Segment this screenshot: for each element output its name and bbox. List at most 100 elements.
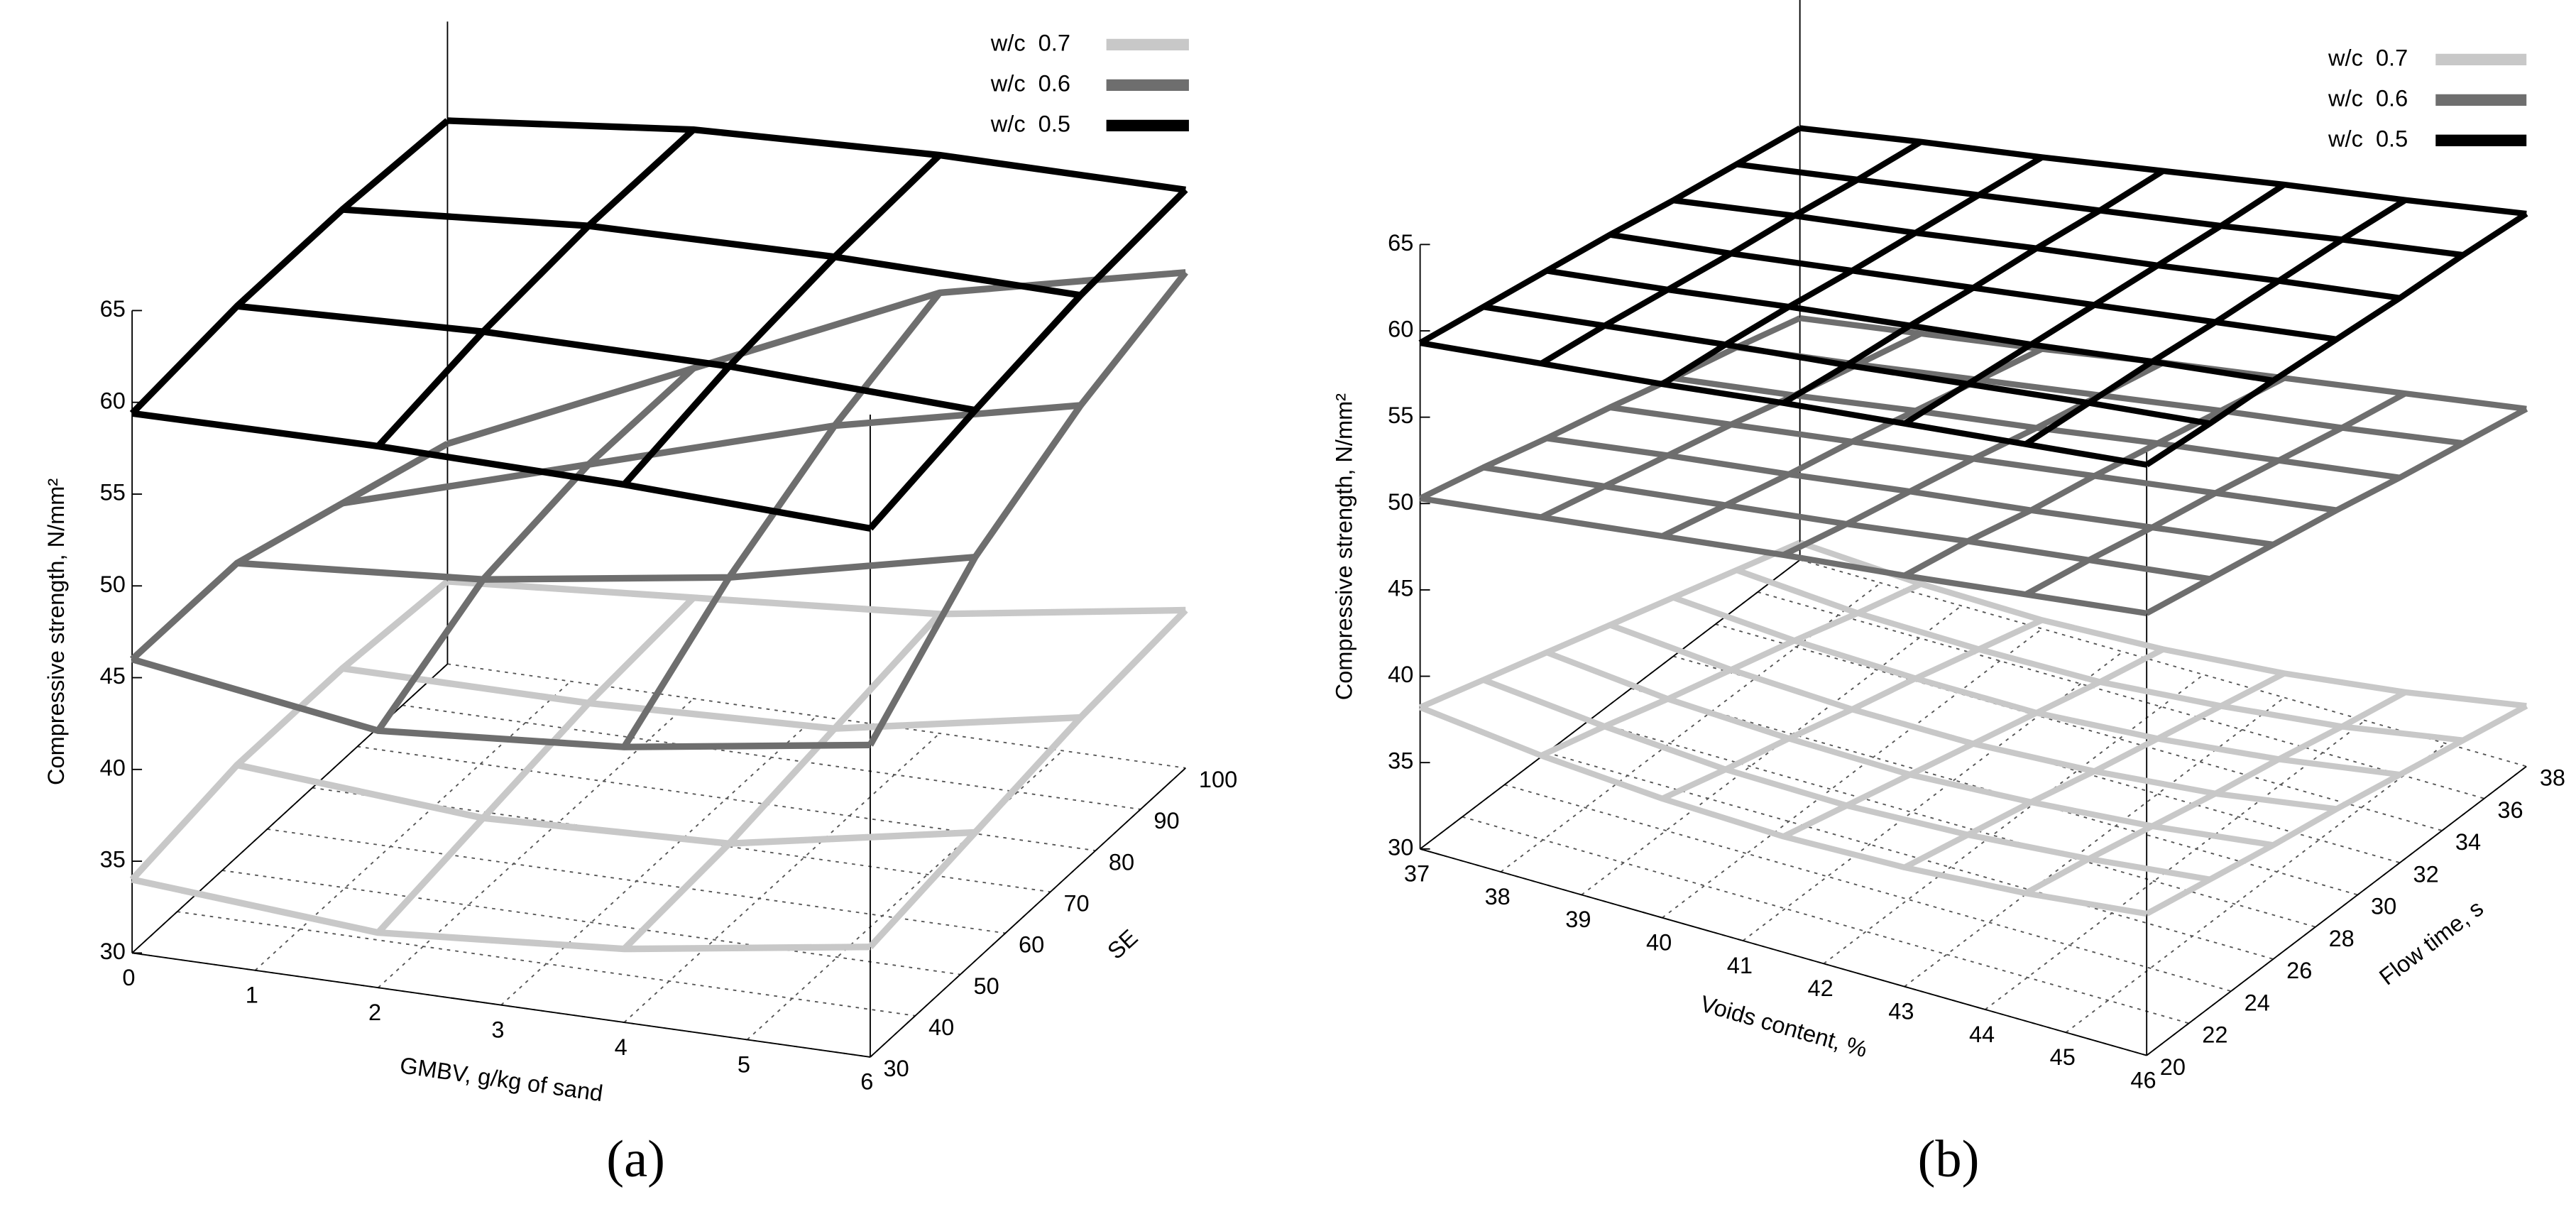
y-tick-label: 34 bbox=[2455, 829, 2481, 855]
y-tick-label: 20 bbox=[2160, 1054, 2186, 1080]
floor-grid-line bbox=[500, 715, 817, 1006]
floor-grid-line bbox=[1504, 784, 2232, 992]
floor-grid-line bbox=[267, 828, 1006, 934]
z-tick-label: 35 bbox=[100, 847, 126, 873]
x-axis-title: GMBV, g/kg of sand bbox=[398, 1052, 604, 1106]
floor-grid-line bbox=[1985, 720, 2366, 1010]
axis-line bbox=[1420, 848, 2147, 1056]
x-tick-label: 38 bbox=[1485, 884, 1511, 909]
z-axis-title: Compressive strength, N/mm² bbox=[43, 479, 69, 785]
z-tick-label: 40 bbox=[100, 755, 126, 780]
surface-grid-line bbox=[129, 118, 450, 416]
surface-grid-line bbox=[129, 579, 450, 882]
floor-grid-line bbox=[1546, 752, 2274, 960]
surface-grid-line bbox=[2145, 406, 2528, 616]
z-tick-label: 50 bbox=[1388, 489, 1413, 515]
surface-grid-line bbox=[1661, 617, 2044, 802]
caption: (b) bbox=[1918, 1130, 1980, 1188]
x-tick-label: 0 bbox=[122, 965, 135, 990]
y-tick-label: 38 bbox=[2540, 765, 2565, 791]
surface-grid-line bbox=[236, 553, 976, 583]
surface-grid-line bbox=[621, 290, 943, 749]
y-tick-label: 32 bbox=[2413, 861, 2438, 887]
surface-grid-line bbox=[2144, 211, 2528, 468]
surface-grid-line bbox=[621, 153, 942, 487]
x-tick-label: 42 bbox=[1807, 975, 1833, 1001]
floor-grid-line bbox=[1589, 719, 2316, 928]
surface-grid-line bbox=[2024, 689, 2407, 896]
x-tick-label: 6 bbox=[860, 1069, 873, 1095]
x-tick-label: 4 bbox=[615, 1034, 627, 1060]
floor-grid-line bbox=[623, 733, 941, 1023]
y-tick-label: 80 bbox=[1109, 849, 1134, 875]
x-tick-label: 5 bbox=[738, 1051, 750, 1077]
surface-grid-line bbox=[1418, 540, 1802, 711]
surface-grid-line bbox=[131, 410, 871, 532]
axis-line bbox=[131, 952, 871, 1058]
surface-grid-line bbox=[341, 665, 1081, 732]
legend-label: w/c 0.7 bbox=[2328, 45, 2408, 70]
surface-grid-line bbox=[2024, 390, 2407, 597]
y-tick-label: 70 bbox=[1063, 890, 1089, 916]
floor-grid-line bbox=[221, 870, 961, 975]
surface-grid-line bbox=[1660, 154, 2044, 387]
floor-grid-line bbox=[1662, 628, 2043, 919]
surface-grid-line bbox=[342, 206, 1082, 299]
legend-label: w/c 0.5 bbox=[990, 111, 1070, 136]
floor-grid-line bbox=[402, 704, 1141, 810]
surface-grid-line bbox=[447, 578, 1186, 618]
surface-grid-line bbox=[1540, 581, 1922, 759]
y-tick-label: 40 bbox=[928, 1015, 954, 1040]
floor-grid-line bbox=[447, 663, 1186, 769]
y-tick-label: 90 bbox=[1153, 808, 1179, 833]
floor-grid-line bbox=[1630, 687, 2358, 896]
x-tick-label: 40 bbox=[1646, 930, 1672, 956]
x-tick-label: 39 bbox=[1565, 907, 1591, 932]
x-tick-label: 2 bbox=[368, 1000, 381, 1025]
surface-grid-line bbox=[1902, 375, 2286, 579]
z-tick-label: 60 bbox=[1388, 317, 1413, 342]
x-tick-label: 37 bbox=[1404, 861, 1430, 887]
surface-grid-line bbox=[236, 762, 976, 847]
axis-line bbox=[2146, 765, 2527, 1056]
x-tick-label: 46 bbox=[2130, 1067, 2156, 1093]
floor-grid-line bbox=[747, 750, 1063, 1041]
z-tick-label: 35 bbox=[1388, 748, 1413, 774]
surface-grid-line bbox=[129, 440, 449, 662]
floor-grid-line bbox=[177, 911, 916, 1017]
y-tick-label: 22 bbox=[2202, 1022, 2227, 1048]
surface-grid-line bbox=[446, 269, 1186, 447]
surface-grid-line bbox=[131, 876, 870, 953]
z-tick-label: 65 bbox=[1388, 230, 1413, 256]
axis-line bbox=[870, 767, 1186, 1058]
y-tick-label: 100 bbox=[1199, 767, 1237, 792]
surface-grid-line bbox=[1782, 646, 2165, 839]
floor-grid-line bbox=[1904, 696, 2285, 988]
surface-grid-line bbox=[867, 187, 1188, 531]
floor-grid-line bbox=[1715, 623, 2443, 831]
z-tick-label: 45 bbox=[1388, 576, 1413, 601]
y-tick-label: 30 bbox=[2371, 894, 2396, 919]
y-tick-label: 60 bbox=[1019, 932, 1044, 958]
z-tick-label: 30 bbox=[1388, 834, 1413, 860]
y-tick-label: 28 bbox=[2329, 926, 2355, 951]
surface-grid-line bbox=[236, 302, 976, 414]
floor-grid-line bbox=[1581, 605, 1962, 896]
z-tick-label: 45 bbox=[100, 663, 126, 689]
surface-grid-line bbox=[1903, 670, 2286, 870]
z-tick-label: 55 bbox=[1388, 403, 1413, 428]
z-tick-label: 50 bbox=[100, 572, 126, 597]
z-tick-label: 60 bbox=[100, 388, 126, 413]
y-tick-label: 26 bbox=[2286, 958, 2312, 983]
y-axis-title: SE bbox=[1102, 924, 1142, 964]
surface-grid-line bbox=[131, 656, 870, 750]
x-tick-label: 3 bbox=[491, 1017, 504, 1042]
surface-grid-line bbox=[1418, 125, 1802, 346]
surface-grid-line bbox=[341, 402, 1081, 507]
y-tick-label: 36 bbox=[2497, 797, 2523, 823]
surface-grid-line bbox=[376, 127, 696, 449]
z-tick-label: 55 bbox=[100, 480, 126, 505]
surface-grid-line bbox=[2024, 197, 2407, 447]
floor-grid-line bbox=[2065, 743, 2447, 1034]
